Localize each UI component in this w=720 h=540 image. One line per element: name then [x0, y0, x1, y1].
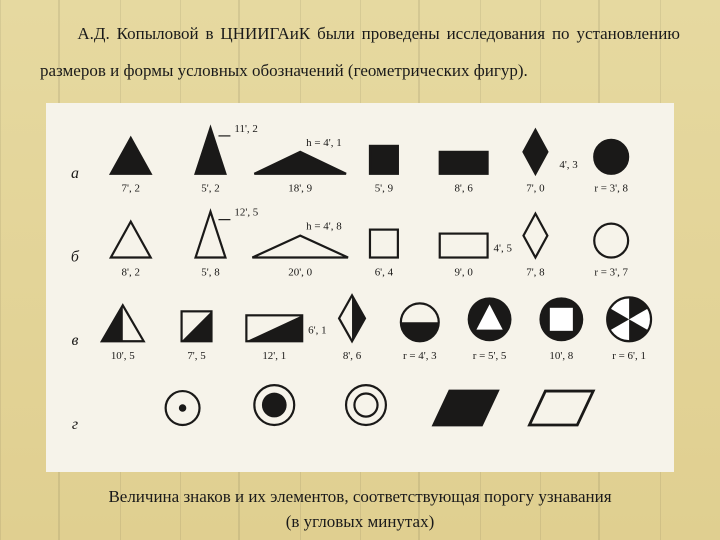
svg-text:7', 0: 7', 0 [526, 183, 545, 195]
svg-text:12', 1: 12', 1 [262, 350, 286, 362]
svg-text:5', 8: 5', 8 [201, 267, 220, 279]
shapes-figure: а б в г 7', 2 5', 2 11', 2 18', 9 h = 4', 1 5', 9… [53, 110, 667, 469]
svg-text:9', 0: 9', 0 [454, 267, 473, 279]
svg-text:12', 5: 12', 5 [234, 207, 258, 219]
svg-text:4', 3: 4', 3 [559, 159, 578, 171]
figure-panel: а б в г 7', 2 5', 2 11', 2 18', 9 h = 4', 1 5', 9… [46, 103, 674, 472]
svg-text:h = 4', 1: h = 4', 1 [306, 137, 342, 149]
svg-text:а: а [71, 165, 79, 182]
svg-text:8', 6: 8', 6 [343, 350, 362, 362]
svg-text:6', 4: 6', 4 [375, 267, 394, 279]
svg-text:в: в [71, 332, 78, 349]
intro-paragraph: А.Д. Копыловой в ЦНИИГАиК были проведены… [40, 16, 680, 89]
svg-text:5', 2: 5', 2 [201, 183, 219, 195]
svg-text:r = 4', 3: r = 4', 3 [403, 350, 437, 362]
svg-text:r = 3', 8: r = 3', 8 [594, 183, 628, 195]
svg-text:10', 8: 10', 8 [549, 350, 573, 362]
svg-text:5', 9: 5', 9 [375, 183, 394, 195]
svg-text:6', 1: 6', 1 [308, 324, 326, 336]
svg-text:8', 6: 8', 6 [454, 183, 473, 195]
svg-text:8', 2: 8', 2 [122, 267, 140, 279]
svg-text:11', 2: 11', 2 [234, 123, 257, 135]
svg-text:4', 5: 4', 5 [494, 243, 513, 255]
figure-caption: Величина знаков и их элементов, соответс… [100, 484, 620, 535]
svg-text:г: г [72, 416, 78, 433]
svg-text:20', 0: 20', 0 [288, 267, 312, 279]
svg-text:18', 9: 18', 9 [288, 183, 312, 195]
svg-text:7', 8: 7', 8 [526, 267, 545, 279]
svg-text:7', 2: 7', 2 [122, 183, 140, 195]
svg-text:h = 4', 8: h = 4', 8 [306, 221, 342, 233]
svg-text:r = 6', 1: r = 6', 1 [612, 350, 646, 362]
svg-text:б: б [71, 249, 80, 266]
svg-text:7', 5: 7', 5 [187, 350, 206, 362]
svg-text:r = 3', 7: r = 3', 7 [594, 267, 628, 279]
svg-text:10', 5: 10', 5 [111, 350, 135, 362]
svg-text:r = 5', 5: r = 5', 5 [473, 350, 507, 362]
